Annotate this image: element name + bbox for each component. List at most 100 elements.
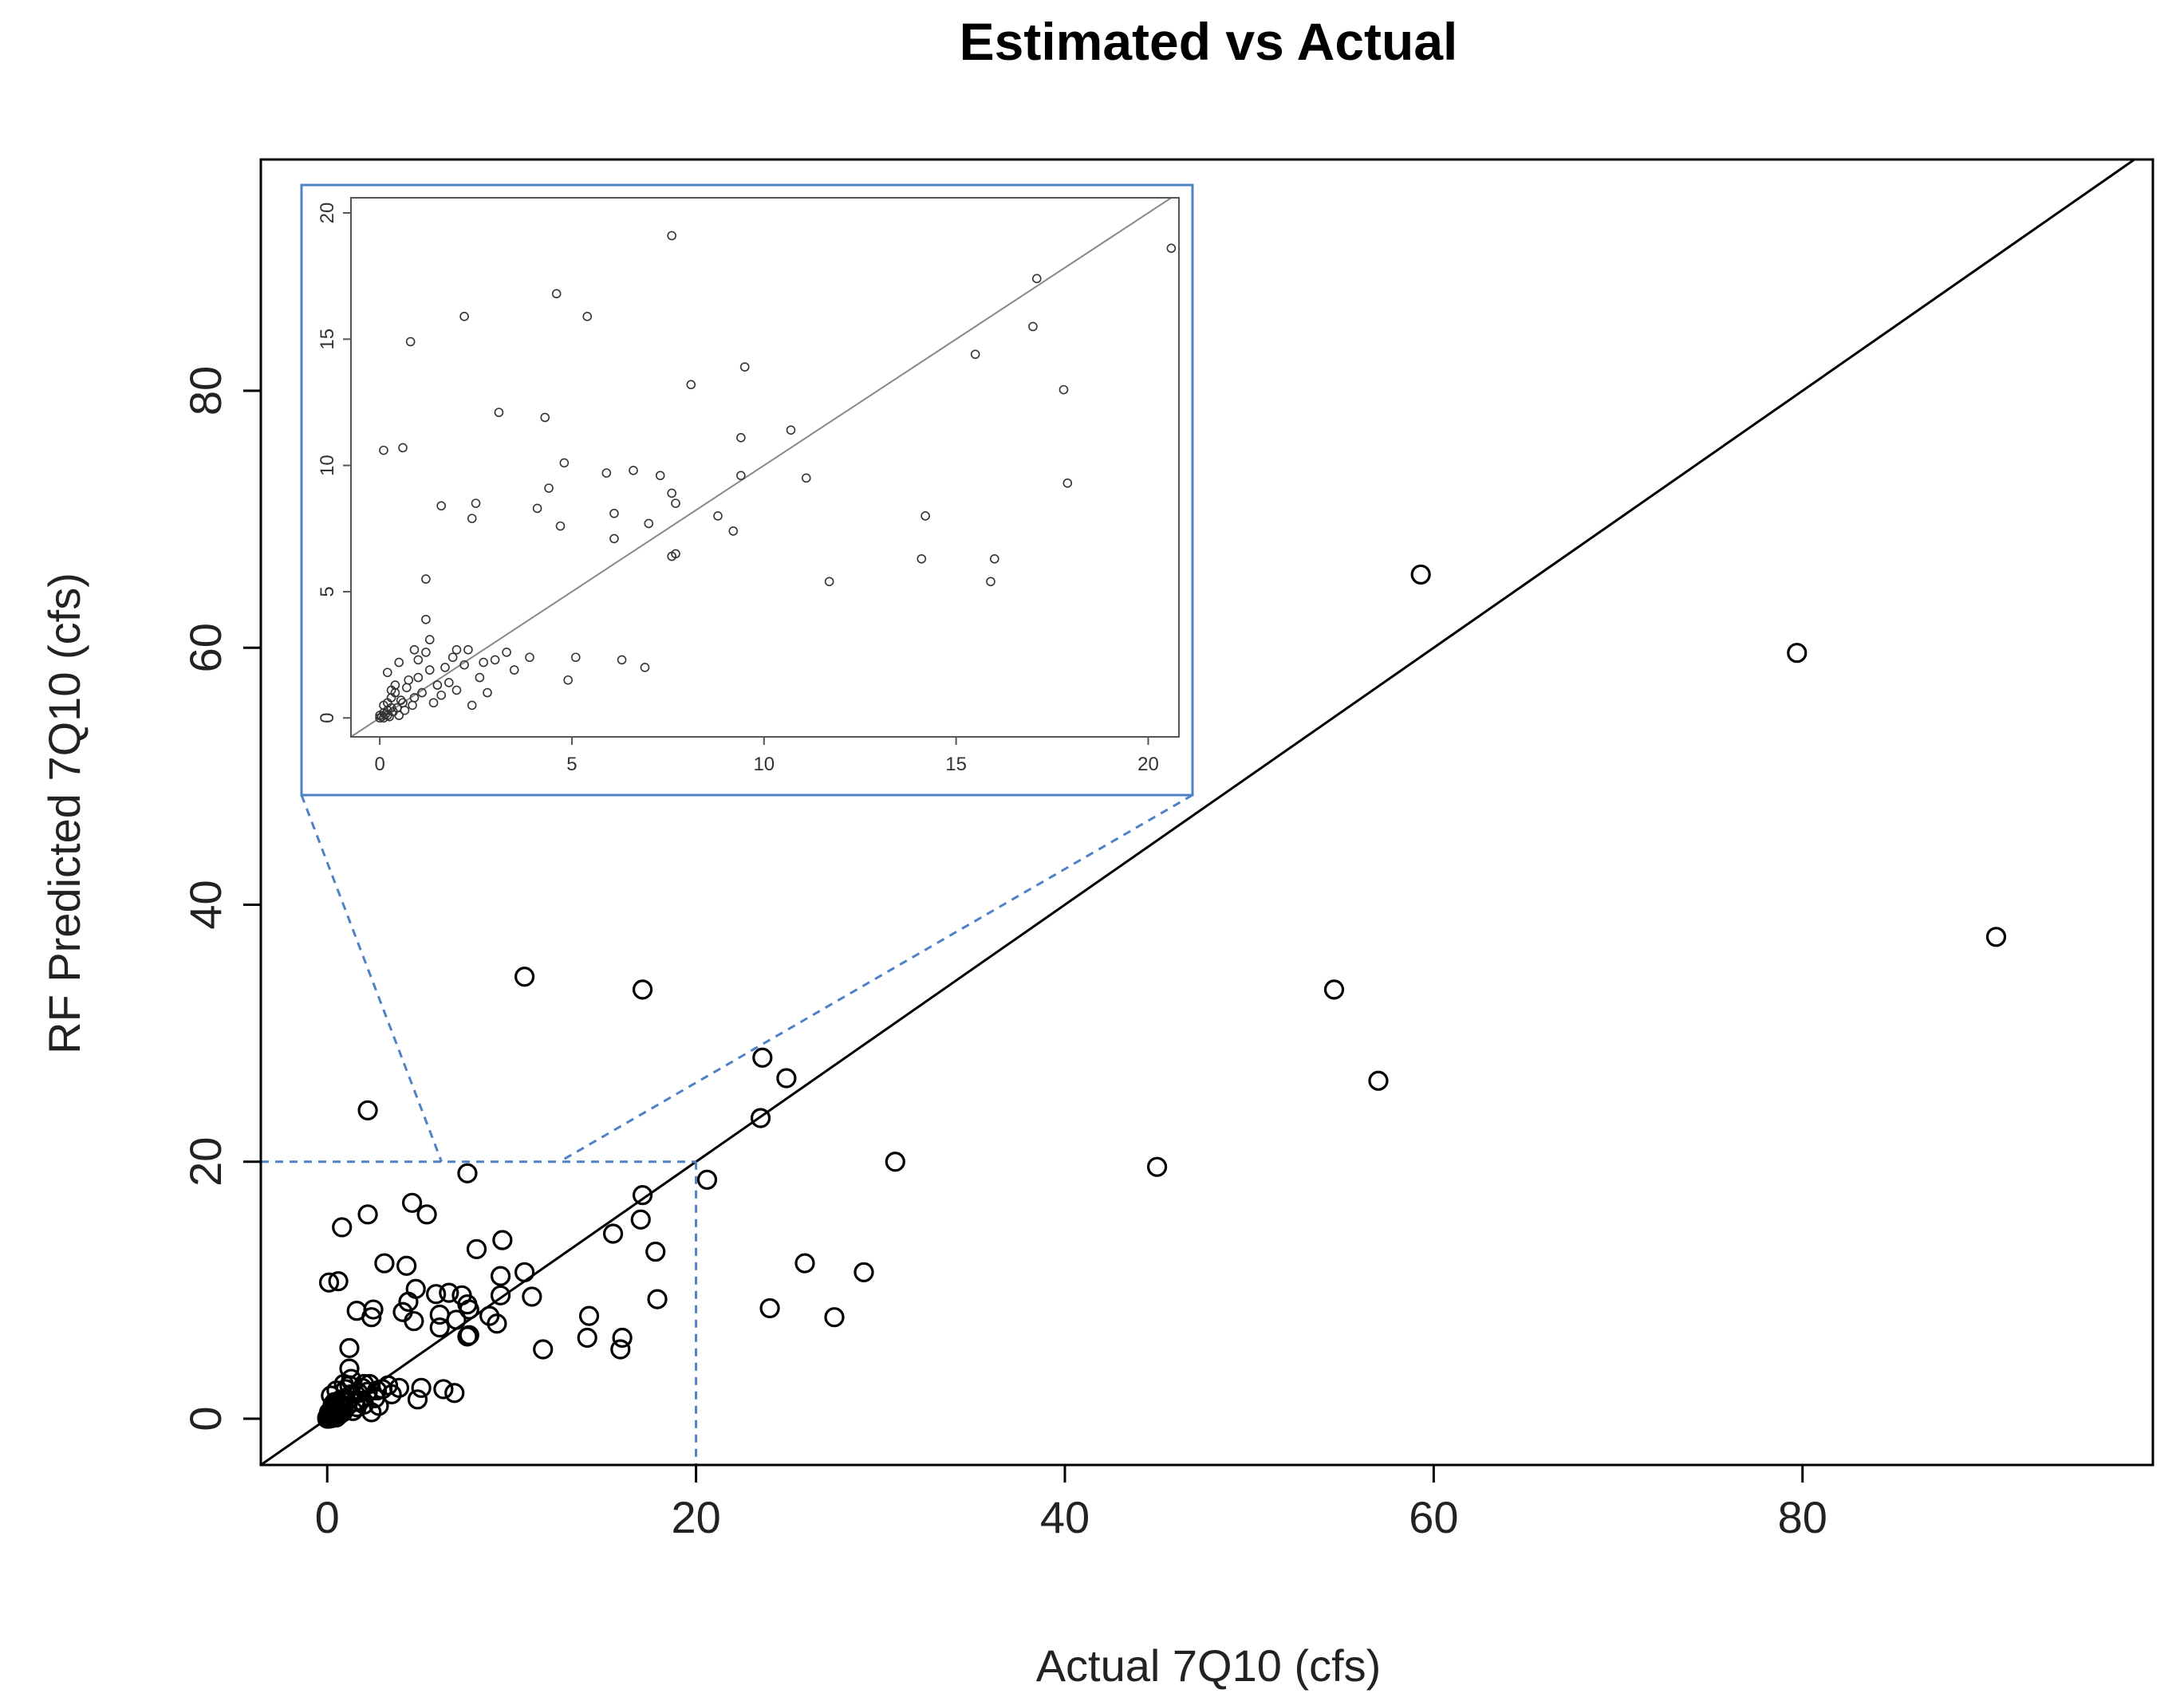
inset-data-point xyxy=(447,652,458,663)
data-point xyxy=(357,1204,378,1225)
inset-data-point xyxy=(640,663,650,672)
inset-data-point xyxy=(1058,384,1069,395)
data-point xyxy=(411,1377,432,1398)
inset-data-point xyxy=(463,644,473,655)
inset-data-point xyxy=(509,665,519,675)
inset-data-point xyxy=(1166,243,1177,254)
data-point xyxy=(426,1284,447,1305)
inset-data-point xyxy=(483,687,492,698)
inset-data-point xyxy=(436,501,446,511)
inset-y-tick-label: 15 xyxy=(317,329,338,350)
inset-data-point xyxy=(396,695,406,705)
data-point xyxy=(885,1152,905,1172)
plot-frame xyxy=(259,158,2154,1467)
data-point xyxy=(404,1310,424,1332)
data-point xyxy=(367,1380,388,1401)
inset-zoom-panel: 0 0 5 5 10 10 15 15 20 20 xyxy=(300,183,1194,797)
inset-data-point xyxy=(421,574,431,584)
inset-data-point xyxy=(667,488,676,498)
inset-data-point xyxy=(786,425,796,435)
data-point xyxy=(1323,979,1345,1000)
data-point xyxy=(416,1204,437,1225)
inset-data-point xyxy=(1031,274,1042,284)
data-point xyxy=(459,1325,479,1345)
data-point xyxy=(602,1223,624,1244)
data-point xyxy=(396,1255,417,1276)
inset-data-point xyxy=(736,471,746,481)
data-point xyxy=(342,1400,364,1421)
inset-data-point xyxy=(582,312,593,321)
inset-data-point xyxy=(386,685,396,695)
y-tick-label: 60 xyxy=(180,623,231,672)
data-point xyxy=(696,1169,718,1190)
inset-data-point xyxy=(502,648,511,657)
inset-data-point xyxy=(555,521,566,531)
y-tick-label: 0 xyxy=(180,1406,231,1431)
data-point xyxy=(752,1047,773,1068)
inset-data-point xyxy=(728,526,739,536)
inset-data-point xyxy=(601,468,612,478)
inset-data-point xyxy=(739,362,750,372)
x-axis-label: Actual 7Q10 (cfs) xyxy=(1036,1640,1382,1691)
data-point xyxy=(377,1375,399,1396)
data-point xyxy=(1787,643,1808,663)
data-point xyxy=(339,1337,360,1358)
data-point xyxy=(750,1108,771,1128)
data-point xyxy=(401,1192,423,1213)
inset-data-point xyxy=(440,663,450,672)
data-point xyxy=(407,1389,428,1410)
data-point xyxy=(398,1291,419,1312)
data-point xyxy=(522,1286,542,1307)
inset-data-point xyxy=(417,687,427,698)
data-point xyxy=(433,1379,454,1400)
data-point xyxy=(853,1262,874,1282)
inset-data-point xyxy=(629,466,638,475)
data-point xyxy=(492,1230,513,1250)
inset-data-point xyxy=(451,685,462,695)
inset-data-point xyxy=(736,432,746,443)
x-tick-label: 0 xyxy=(315,1492,340,1542)
data-point xyxy=(824,1307,845,1328)
inset-data-point xyxy=(413,672,424,683)
inset-data-point xyxy=(1062,478,1073,488)
data-point xyxy=(429,1317,450,1338)
inset-data-point xyxy=(421,614,431,624)
inset-data-point xyxy=(444,678,454,687)
inset-y-tick-label: 20 xyxy=(317,203,338,224)
inset-data-point xyxy=(921,511,930,521)
inset-data-point xyxy=(490,655,500,665)
inset-data-point xyxy=(917,553,927,564)
inset-data-point xyxy=(382,698,392,708)
inset-data-point xyxy=(563,675,573,685)
inset-x-tick-label: 0 xyxy=(374,754,384,775)
inset-data-point xyxy=(609,534,619,544)
data-point xyxy=(490,1266,511,1286)
inset-data-point xyxy=(405,337,416,347)
inset-reference-line xyxy=(350,197,1172,738)
data-point xyxy=(514,967,535,987)
data-point xyxy=(759,1297,780,1319)
x-tick-label: 40 xyxy=(1040,1492,1090,1542)
data-point xyxy=(479,1305,500,1326)
inset-data-point xyxy=(413,655,424,665)
inset-data-point xyxy=(671,549,680,559)
inset-data-point xyxy=(379,445,388,455)
data-point xyxy=(328,1270,349,1292)
data-point xyxy=(632,979,653,1000)
inset-data-point xyxy=(394,657,404,667)
y-tick-label: 20 xyxy=(180,1137,231,1187)
inset-data-point xyxy=(644,518,654,529)
data-point xyxy=(369,1396,389,1416)
inset-data-point xyxy=(421,648,431,657)
inset-data-point xyxy=(467,700,477,711)
inset-data-point xyxy=(824,577,834,587)
data-point xyxy=(1410,564,1431,585)
data-point xyxy=(794,1253,815,1274)
data-point xyxy=(1368,1070,1389,1091)
data-point xyxy=(330,1389,352,1410)
inset-x-tick-label: 20 xyxy=(1137,754,1159,775)
inset-data-point xyxy=(424,665,435,675)
data-point xyxy=(632,1185,653,1206)
inset-data-point xyxy=(609,508,619,518)
inset-data-point xyxy=(544,483,554,493)
